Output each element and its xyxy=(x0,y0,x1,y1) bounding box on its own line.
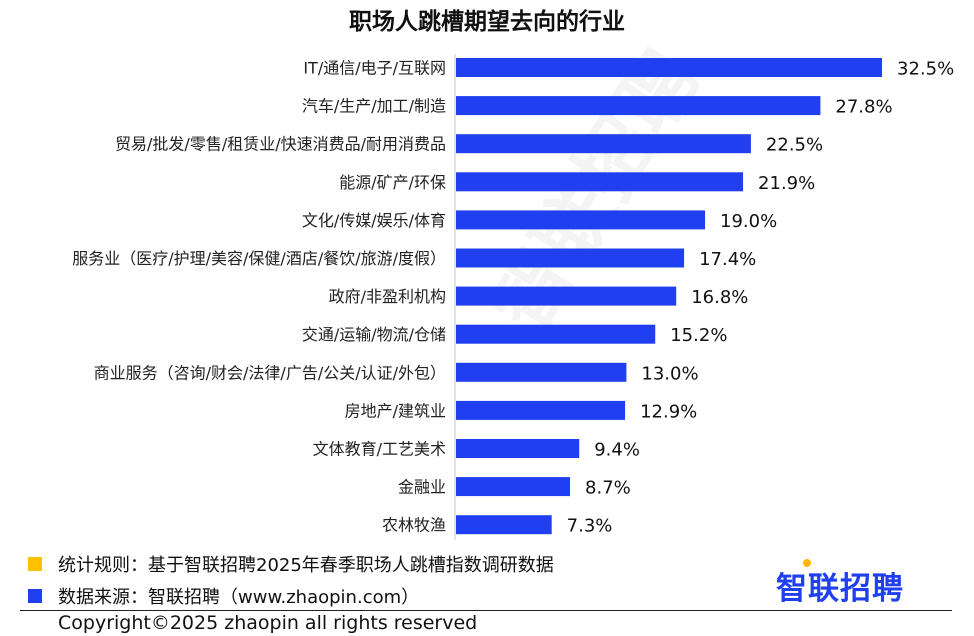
legend-source-label: 数据来源：智联招聘（www.zhaopin.com） xyxy=(58,587,420,608)
bar xyxy=(456,515,552,535)
value-label: 12.9% xyxy=(640,401,697,422)
category-label: 服务业（医疗/护理/美容/保健/酒店/餐饮/旅游/度假） xyxy=(72,249,446,268)
value-label: 19.0% xyxy=(720,211,777,232)
brand-logo: 智联招聘 xyxy=(776,559,904,608)
value-label: 7.3% xyxy=(567,516,613,537)
bar xyxy=(456,58,882,77)
logo-accent-dot xyxy=(803,559,811,567)
value-label: 15.2% xyxy=(670,325,727,346)
value-label: 22.5% xyxy=(766,135,823,156)
bar xyxy=(456,324,656,344)
bar xyxy=(456,248,685,268)
value-label: 27.8% xyxy=(835,97,892,118)
bar xyxy=(456,286,677,306)
bar xyxy=(456,439,580,458)
bar xyxy=(456,210,706,230)
bars-layer: IT/通信/电子/互联网 32.5% 汽车/生产/加工/制造 27.8% 贸易/批发/零… xyxy=(72,58,954,537)
value-label: 9.4% xyxy=(594,440,640,461)
value-label: 13.0% xyxy=(641,363,698,384)
category-label: 贸易/批发/零售/租赁业/快速消费品/耐用消费品 xyxy=(115,135,446,154)
chart-title: 职场人跳槽期望去向的行业 xyxy=(349,9,625,35)
category-label: 政府/非盈利机构 xyxy=(329,287,446,306)
category-label: 房地产/建筑业 xyxy=(345,401,446,420)
category-label: 金融业 xyxy=(398,478,446,497)
legend-swatch-source xyxy=(28,589,42,603)
category-label: 能源/矿产/环保 xyxy=(339,173,446,192)
legend-swatch-rule xyxy=(28,557,42,571)
category-label: 交通/运输/物流/仓储 xyxy=(302,325,446,344)
bar xyxy=(456,477,571,497)
bar xyxy=(456,362,627,382)
legend-rule-label: 统计规则：基于智联招聘2025年春季职场人跳槽指数调研数据 xyxy=(58,555,554,576)
legend-source-row: 数据来源：智联招聘（www.zhaopin.com） xyxy=(28,583,419,609)
bar xyxy=(456,172,744,192)
legend-rule-row: 统计规则：基于智联招聘2025年春季职场人跳槽指数调研数据 xyxy=(28,551,554,577)
bar xyxy=(456,96,821,116)
category-label: IT/通信/电子/互联网 xyxy=(303,59,446,78)
value-label: 21.9% xyxy=(758,173,815,194)
copyright-text: Copyright©2025 zhaopin all rights reserv… xyxy=(58,612,478,634)
value-label: 17.4% xyxy=(699,249,756,270)
category-label: 文化/传媒/娱乐/体育 xyxy=(302,211,446,230)
footer-divider xyxy=(20,610,952,611)
bar-chart: IT/通信/电子/互联网 32.5% 汽车/生产/加工/制造 27.8% 贸易/批发/零… xyxy=(72,54,954,540)
brand-logo-text: 智联招聘 xyxy=(776,571,904,607)
value-label: 32.5% xyxy=(897,59,954,80)
category-label: 农林牧渔 xyxy=(382,516,446,535)
category-label: 汽车/生产/加工/制造 xyxy=(302,97,446,116)
category-label: 文体教育/工艺美术 xyxy=(313,440,446,459)
category-label: 商业服务（咨询/财会/法律/广告/公关/认证/外包） xyxy=(94,363,446,382)
bar xyxy=(456,134,751,154)
bar xyxy=(456,400,626,420)
value-label: 8.7% xyxy=(585,478,631,499)
value-label: 16.8% xyxy=(691,287,748,308)
